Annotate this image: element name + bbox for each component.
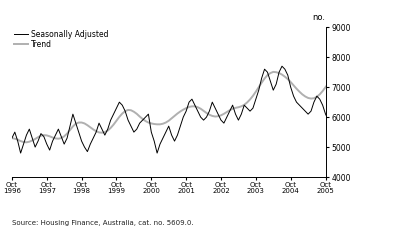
Text: Source: Housing Finance, Australia, cat. no. 5609.0.: Source: Housing Finance, Australia, cat.… (12, 220, 193, 226)
Text: no.: no. (312, 13, 326, 22)
Legend: Seasonally Adjusted, Trend: Seasonally Adjusted, Trend (13, 29, 109, 49)
